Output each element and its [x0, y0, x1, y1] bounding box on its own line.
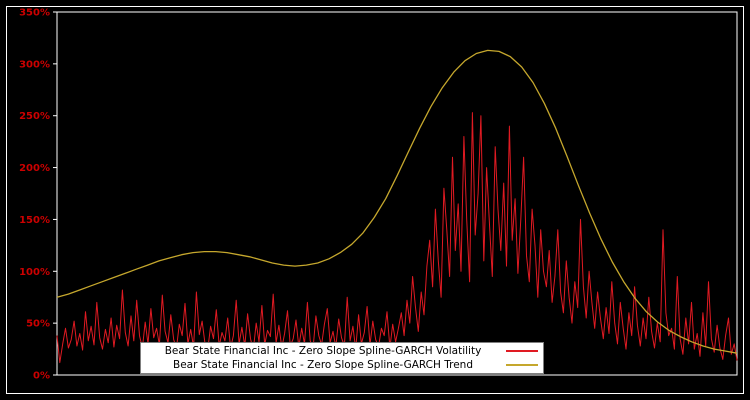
y-tick-label: 200%	[19, 163, 50, 174]
y-tick-label: 250%	[19, 111, 50, 122]
y-tick-label: 50%	[26, 319, 50, 330]
y-tick-label: 0%	[33, 371, 50, 382]
trend-series	[56, 49, 738, 354]
y-tick-label: 150%	[19, 215, 50, 226]
legend-label-volatility: Bear State Financial Inc - Zero Slope Sp…	[164, 345, 482, 357]
y-tick-label: 350%	[19, 8, 50, 19]
legend-item-trend: Bear State Financial Inc - Zero Slope Sp…	[146, 358, 538, 372]
legend-label-trend: Bear State Financial Inc - Zero Slope Sp…	[172, 359, 473, 371]
axis-frame	[56, 11, 738, 376]
legend-item-volatility: Bear State Financial Inc - Zero Slope Sp…	[146, 344, 538, 358]
y-tick-label: 300%	[19, 59, 50, 70]
legend: Bear State Financial Inc - Zero Slope Sp…	[140, 342, 544, 374]
y-tick-label: 100%	[19, 267, 50, 278]
volatility-line-sample	[506, 350, 538, 352]
volatility-series	[56, 112, 738, 364]
trend-line-sample	[506, 364, 538, 366]
